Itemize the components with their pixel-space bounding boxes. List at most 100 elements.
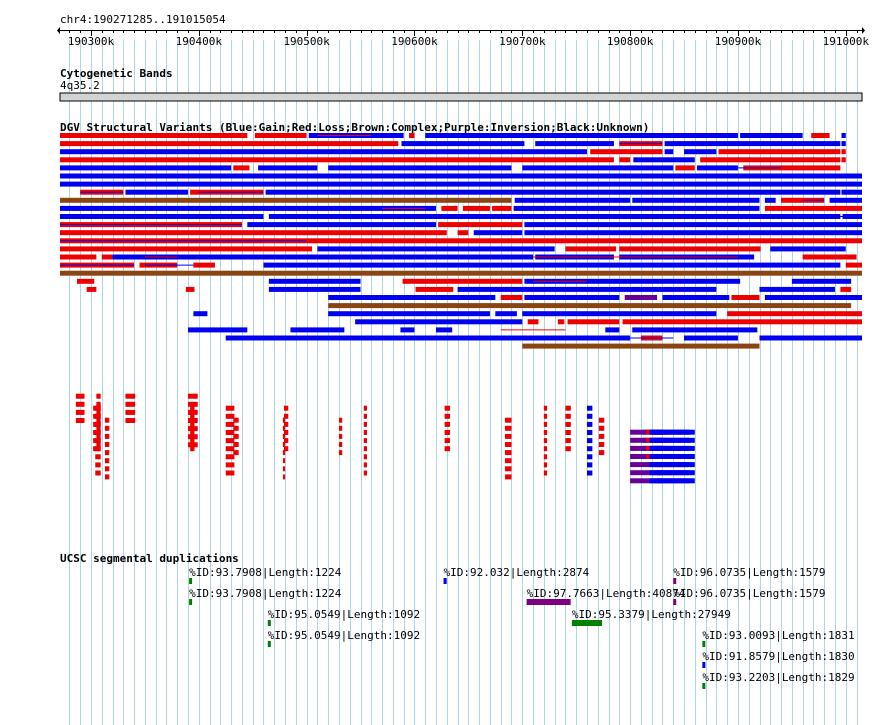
dgv-loss-bar <box>188 434 198 440</box>
dgv-loss-bar <box>60 254 97 260</box>
dgv-gain-bar <box>522 311 717 317</box>
dgv-loss-bar <box>505 474 512 480</box>
dgv-complex-bar <box>328 303 852 309</box>
dgv-loss-bar <box>363 405 368 411</box>
dgv-gain-bar <box>268 214 841 219</box>
segdup-feature <box>702 683 706 689</box>
dgv-gain-bar <box>841 141 846 147</box>
dgv-loss-bar <box>338 417 343 423</box>
dgv-loss-bar <box>104 458 110 464</box>
dgv-loss-bar <box>282 417 286 423</box>
dgv-loss-bar <box>188 426 198 432</box>
dgv-loss-bar <box>60 238 862 244</box>
dgv-inversion-bar <box>630 478 663 484</box>
cytoband-band-label: 4q35.2 <box>60 79 100 92</box>
dgv-loss-bar <box>96 401 101 407</box>
dgv-gain-bar <box>125 189 189 195</box>
dgv-loss-bar <box>282 425 286 431</box>
dgv-loss-bar <box>363 430 368 435</box>
dgv-gain-bar <box>586 430 593 435</box>
dgv-gain-bar <box>258 165 318 171</box>
dgv-loss-bar <box>444 446 451 452</box>
dgv-loss-bar <box>188 409 198 415</box>
dgv-loss-bar <box>104 433 110 439</box>
dgv-loss-bar <box>225 421 235 427</box>
dgv-gain-bar <box>842 214 862 219</box>
dgv-gain-bar <box>586 470 593 476</box>
dgv-gain-bar <box>653 454 663 459</box>
dgv-loss-bar <box>527 319 539 325</box>
segdup-label: %ID:95.0549|Length:1092 <box>268 629 420 642</box>
dgv-loss-bar <box>492 205 512 211</box>
dgv-loss-bar <box>444 430 451 435</box>
dgv-loss-bar <box>363 421 368 427</box>
dgv-loss-bar <box>565 430 571 435</box>
dgv-gain-bar <box>586 462 593 468</box>
dgv-loss-bar <box>363 470 368 476</box>
dgv-loss-bar <box>441 205 458 211</box>
ruler-tick-label: 190400k <box>176 35 223 48</box>
dgv-gain-bar <box>770 246 846 252</box>
dgv-loss-bar <box>338 433 343 439</box>
dgv-gain-bar <box>263 262 841 268</box>
segdup-feature <box>443 578 447 584</box>
dgv-loss-bar <box>363 454 368 460</box>
dgv-gain-bar <box>653 445 663 451</box>
dgv-loss-bar <box>188 418 198 423</box>
dgv-loss-bar <box>543 470 548 476</box>
dgv-loss-bar <box>75 401 85 407</box>
dgv-gain-bar <box>535 141 614 147</box>
ruler-tick-label: 190600k <box>391 35 438 48</box>
dgv-gain-bar <box>265 189 841 195</box>
dgv-loss-bar <box>841 149 846 155</box>
dgv-gain-bar <box>268 278 361 284</box>
dgv-complex-bar <box>522 343 760 349</box>
dgv-gain-bar <box>649 437 690 443</box>
dgv-loss-bar <box>96 409 101 415</box>
dgv-loss-bar <box>75 393 85 399</box>
segdup-label: %ID:91.8579|Length:1830 <box>702 650 854 663</box>
dgv-gain-bar <box>759 335 862 341</box>
ruler-tick-label: 190500k <box>283 35 330 48</box>
dgv-gain-bar <box>60 149 587 155</box>
dgv-loss-bar <box>444 438 451 444</box>
dgv-loss-bar <box>282 474 286 480</box>
dgv-gain-bar <box>662 295 730 300</box>
dgv-loss-bar <box>565 438 571 444</box>
dgv-complex-bar <box>60 197 512 203</box>
dgv-gain-bar <box>514 197 631 203</box>
dgv-loss-bar <box>190 446 195 452</box>
dgv-loss-bar <box>190 430 195 435</box>
dgv-loss-bar <box>338 442 343 447</box>
dgv-loss-bar <box>598 417 605 423</box>
dgv-loss-bar <box>543 462 548 468</box>
dgv-gain-bar <box>649 478 690 484</box>
dgv-loss-bar <box>444 413 451 419</box>
dgv-loss-bar <box>96 426 101 432</box>
dgv-loss-bar <box>505 417 512 423</box>
segdup-feature <box>267 641 271 647</box>
segdup-label: %ID:92.032|Length:2874 <box>444 566 590 579</box>
dgv-loss-bar <box>457 230 469 236</box>
dgv-loss-bar <box>104 425 110 431</box>
dgv-loss-bar <box>363 413 368 419</box>
dgv-gain-bar <box>317 246 555 252</box>
dgv-loss-bar <box>104 442 110 447</box>
segdup-feature <box>702 641 706 647</box>
dgv-loss-bar <box>840 286 852 292</box>
dgv-loss-bar <box>444 405 451 411</box>
dgv-loss-bar <box>283 405 289 411</box>
dgv-loss-bar <box>95 421 101 427</box>
dgv-gain-bar <box>524 278 741 284</box>
dgv-gain-bar <box>247 222 437 228</box>
dgv-gain-bar <box>632 197 760 203</box>
dgv-gain-bar <box>684 335 738 341</box>
dgv-gain-bar <box>495 311 517 317</box>
dgv-gain-bar <box>328 311 490 317</box>
dgv-loss-bar <box>500 295 523 300</box>
dgv-loss-bar <box>841 157 846 163</box>
dgv-loss-bar <box>811 133 830 138</box>
dgv-loss-bar <box>845 262 862 268</box>
